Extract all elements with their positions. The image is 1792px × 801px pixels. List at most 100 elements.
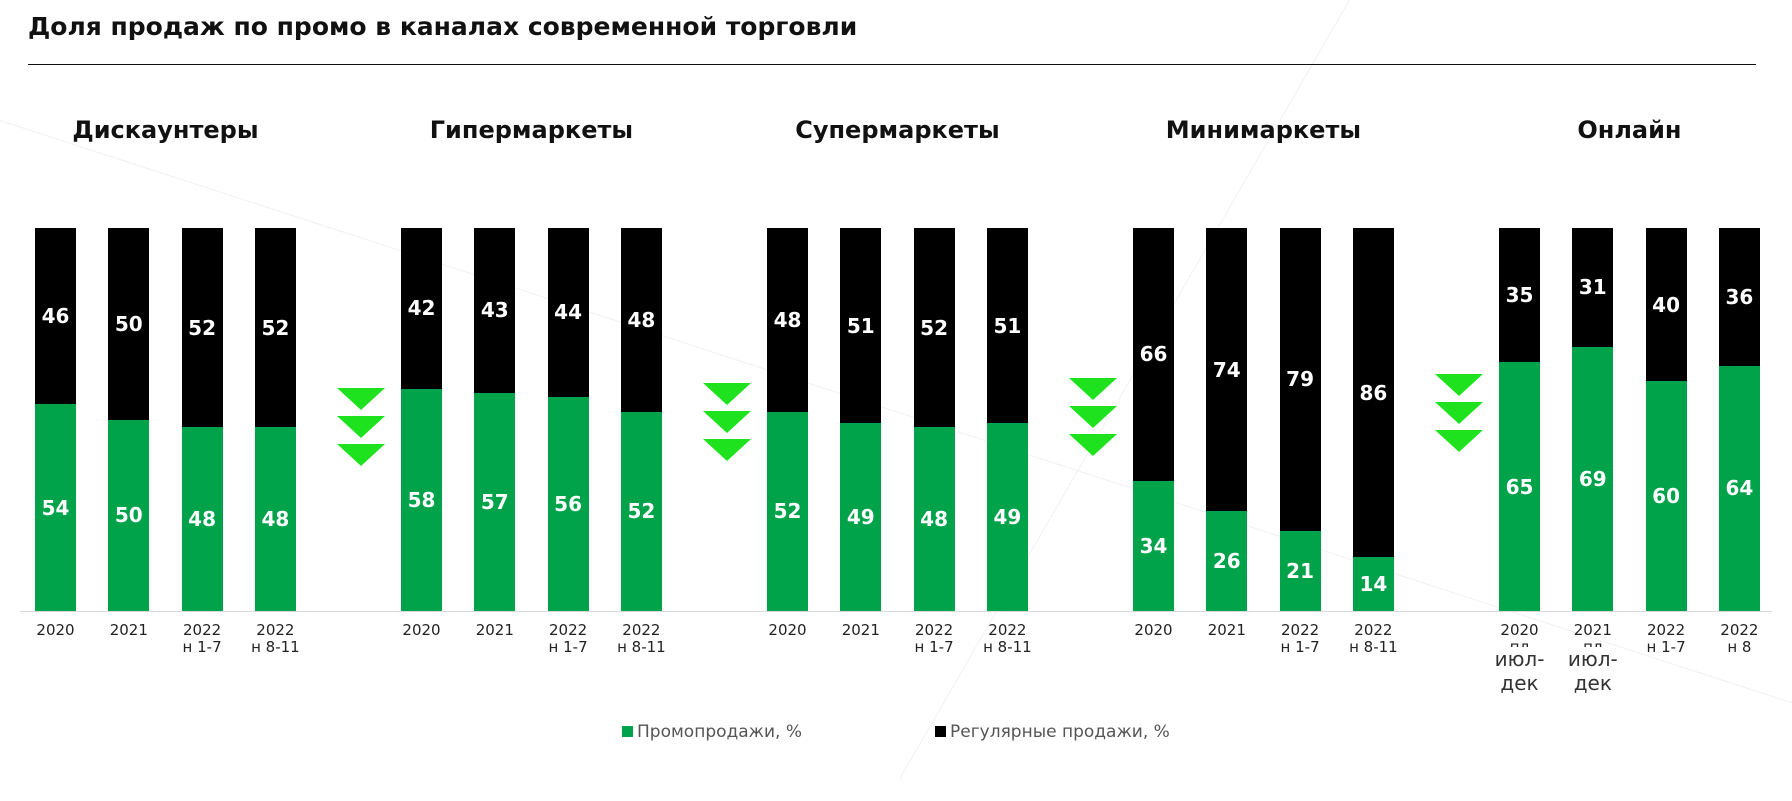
value-label-regular: 66 (1139, 342, 1168, 367)
chevron-down-icon (1068, 434, 1117, 456)
x-tick-label-line: 2020 (1500, 621, 1539, 639)
bar-regular-segment (108, 228, 150, 420)
x-tick-label: 2022 н 8-11 (601, 622, 681, 656)
value-label-regular: 48 (773, 307, 802, 332)
bar-regular-segment (840, 228, 882, 424)
bar-regular-segment (547, 228, 589, 397)
bar: 42 58 (401, 228, 442, 611)
x-tick-label-line: 2020 (402, 621, 441, 639)
x-tick-label-line: июл- (1567, 647, 1618, 671)
bar: 52 48 (913, 228, 955, 611)
x-tick-label-line: 2020 (1134, 621, 1173, 639)
bar-promo-segment (254, 427, 296, 611)
down-arrows-icon (1434, 374, 1483, 458)
bar-promo-segment (1718, 365, 1760, 611)
chevron-down-icon (1068, 378, 1117, 400)
bar: 40 60 (1645, 228, 1687, 611)
x-tick-label: 2022 н 1-7 (1260, 622, 1340, 656)
x-tick-label: 2021 (821, 622, 901, 639)
x-tick-label-line: н 1-7 (1646, 638, 1686, 656)
bar-promo-segment (913, 427, 955, 611)
bar: 51 49 (840, 228, 882, 611)
value-label-promo: 69 (1578, 466, 1607, 491)
bar: 48 52 (620, 228, 662, 611)
x-tick-label: 2022 н 1-7 (528, 622, 608, 656)
bar-regular-segment (1572, 228, 1614, 347)
value-label-regular: 51 (993, 313, 1022, 338)
x-tick-label: 2022 н 1-7 (894, 622, 974, 656)
legend-regular: Регулярные продажи, % (935, 722, 1170, 742)
x-tick-label-line: пл (1480, 639, 1560, 647)
bar-promo-segment (1572, 346, 1614, 611)
x-tick-label-line: 2022 (549, 621, 588, 639)
x-tick-label-line: н 1-7 (914, 638, 954, 656)
down-arrows-icon (1068, 378, 1117, 462)
chevron-down-icon (1434, 374, 1483, 396)
x-tick-label-line: 2022 (1354, 621, 1393, 639)
chevron-down-icon (1068, 406, 1117, 428)
legend-label-promo: Промопродажи, % (637, 722, 803, 742)
x-tick-label: 2022 н 8 (1699, 622, 1779, 656)
bar-regular-segment (913, 228, 955, 428)
x-tick-label: 2020 (16, 622, 96, 639)
bar-regular-segment (1718, 228, 1760, 366)
value-label-promo: 48 (188, 507, 217, 532)
value-label-regular: 36 (1725, 284, 1754, 309)
x-tick-label: 2020 (382, 622, 462, 639)
legend-swatch-regular (935, 726, 946, 737)
x-tick-label: 2021 (89, 622, 169, 639)
bar-promo-segment (1206, 511, 1248, 611)
x-tick-label: 2020 (748, 622, 828, 639)
bar-regular-segment (474, 228, 516, 393)
chevron-down-icon (702, 411, 751, 433)
value-label-promo: 58 (407, 487, 436, 512)
value-label-promo: 49 (993, 505, 1022, 530)
group-title: Онлайн (1577, 116, 1682, 144)
value-label-regular: 44 (554, 300, 583, 325)
bar: 50 50 (108, 228, 150, 611)
x-tick-label-line: 2021 (1573, 621, 1612, 639)
x-tick-label-line: дек (1573, 671, 1612, 695)
bar-regular-segment (620, 228, 662, 412)
x-tick-label-line: н 8 (1727, 638, 1752, 656)
bar-promo-segment (1352, 557, 1394, 611)
bar: 44 56 (547, 228, 589, 611)
x-tick-label: 2022 н 1-7 (162, 622, 242, 656)
x-tick-label-line: пл (1553, 639, 1633, 647)
x-tick-label-line: 2020 (768, 621, 807, 639)
value-label-regular: 42 (407, 296, 436, 321)
x-tick-label-line: н 1-7 (548, 638, 588, 656)
legend-swatch-promo (622, 726, 633, 737)
x-tick-label-line: 2020 (36, 621, 75, 639)
bar-regular-segment (181, 228, 223, 428)
down-arrows-icon (336, 388, 385, 472)
bar-promo-segment (108, 419, 150, 611)
value-label-promo: 52 (627, 499, 656, 524)
bar-promo-segment (474, 392, 516, 611)
chevron-down-icon (1434, 402, 1483, 424)
chevron-down-icon (336, 444, 385, 466)
value-label-regular: 86 (1359, 380, 1388, 405)
value-label-regular: 52 (261, 315, 290, 340)
page-title: Доля продаж по промо в каналах современн… (28, 12, 858, 41)
value-label-regular: 52 (188, 315, 217, 340)
group-title: Супермаркеты (795, 116, 1000, 144)
value-label-regular: 51 (846, 313, 875, 338)
bar-promo-segment (767, 411, 808, 611)
x-tick-label-line: 2021 (475, 621, 514, 639)
down-arrows-icon (702, 383, 751, 467)
value-label-promo: 50 (114, 503, 143, 528)
value-label-promo: 34 (1139, 533, 1168, 558)
x-tick-label-line: 2021 (1207, 621, 1246, 639)
chevron-down-icon (336, 388, 385, 410)
bar: 74 26 (1206, 228, 1248, 611)
legend-label-regular: Регулярные продажи, % (950, 722, 1170, 742)
bar-regular-segment (1352, 228, 1394, 558)
x-tick-label-line: н 1-7 (1280, 638, 1320, 656)
bar: 46 54 (35, 228, 76, 611)
x-tick-label-line: н 8-11 (1349, 638, 1398, 656)
value-label-promo: 48 (920, 507, 949, 532)
bar: 43 57 (474, 228, 516, 611)
value-label-promo: 21 (1286, 558, 1315, 583)
bar-regular-segment (35, 228, 76, 405)
